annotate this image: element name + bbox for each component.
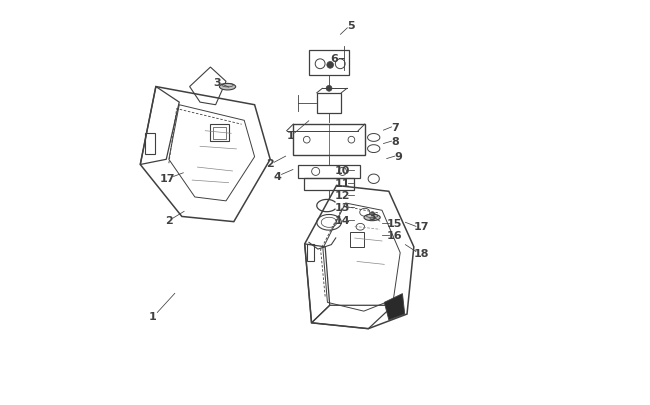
Bar [304,178,354,190]
Text: 3: 3 [368,212,376,222]
Text: 1: 1 [287,131,294,141]
Text: 13: 13 [334,202,350,212]
Text: 15: 15 [387,219,402,228]
Bar [213,128,226,139]
Bar [309,51,349,76]
Text: 2: 2 [266,159,274,169]
Text: 11: 11 [334,178,350,188]
Text: 3: 3 [214,78,221,88]
Bar [298,166,360,178]
Text: 10: 10 [334,166,350,176]
Text: 8: 8 [391,137,398,147]
Bar [307,244,314,262]
Circle shape [327,62,333,69]
Text: 2: 2 [165,216,172,226]
Bar [350,232,364,247]
Bar [146,134,155,155]
Text: 17: 17 [414,222,430,232]
Text: 16: 16 [387,231,402,241]
Text: 14: 14 [334,216,350,226]
Text: 6: 6 [330,54,338,64]
Text: 17: 17 [160,173,176,183]
Ellipse shape [220,84,236,91]
Text: 7: 7 [391,123,398,132]
Circle shape [326,86,332,92]
Bar [211,125,229,142]
Text: 18: 18 [414,248,430,258]
Text: 9: 9 [394,152,402,162]
Text: 5: 5 [346,21,354,31]
Text: 12: 12 [334,190,350,200]
Text: 1: 1 [149,311,157,321]
Text: 4: 4 [274,171,281,181]
Bar [317,94,341,113]
Polygon shape [384,294,405,320]
Ellipse shape [364,215,380,221]
